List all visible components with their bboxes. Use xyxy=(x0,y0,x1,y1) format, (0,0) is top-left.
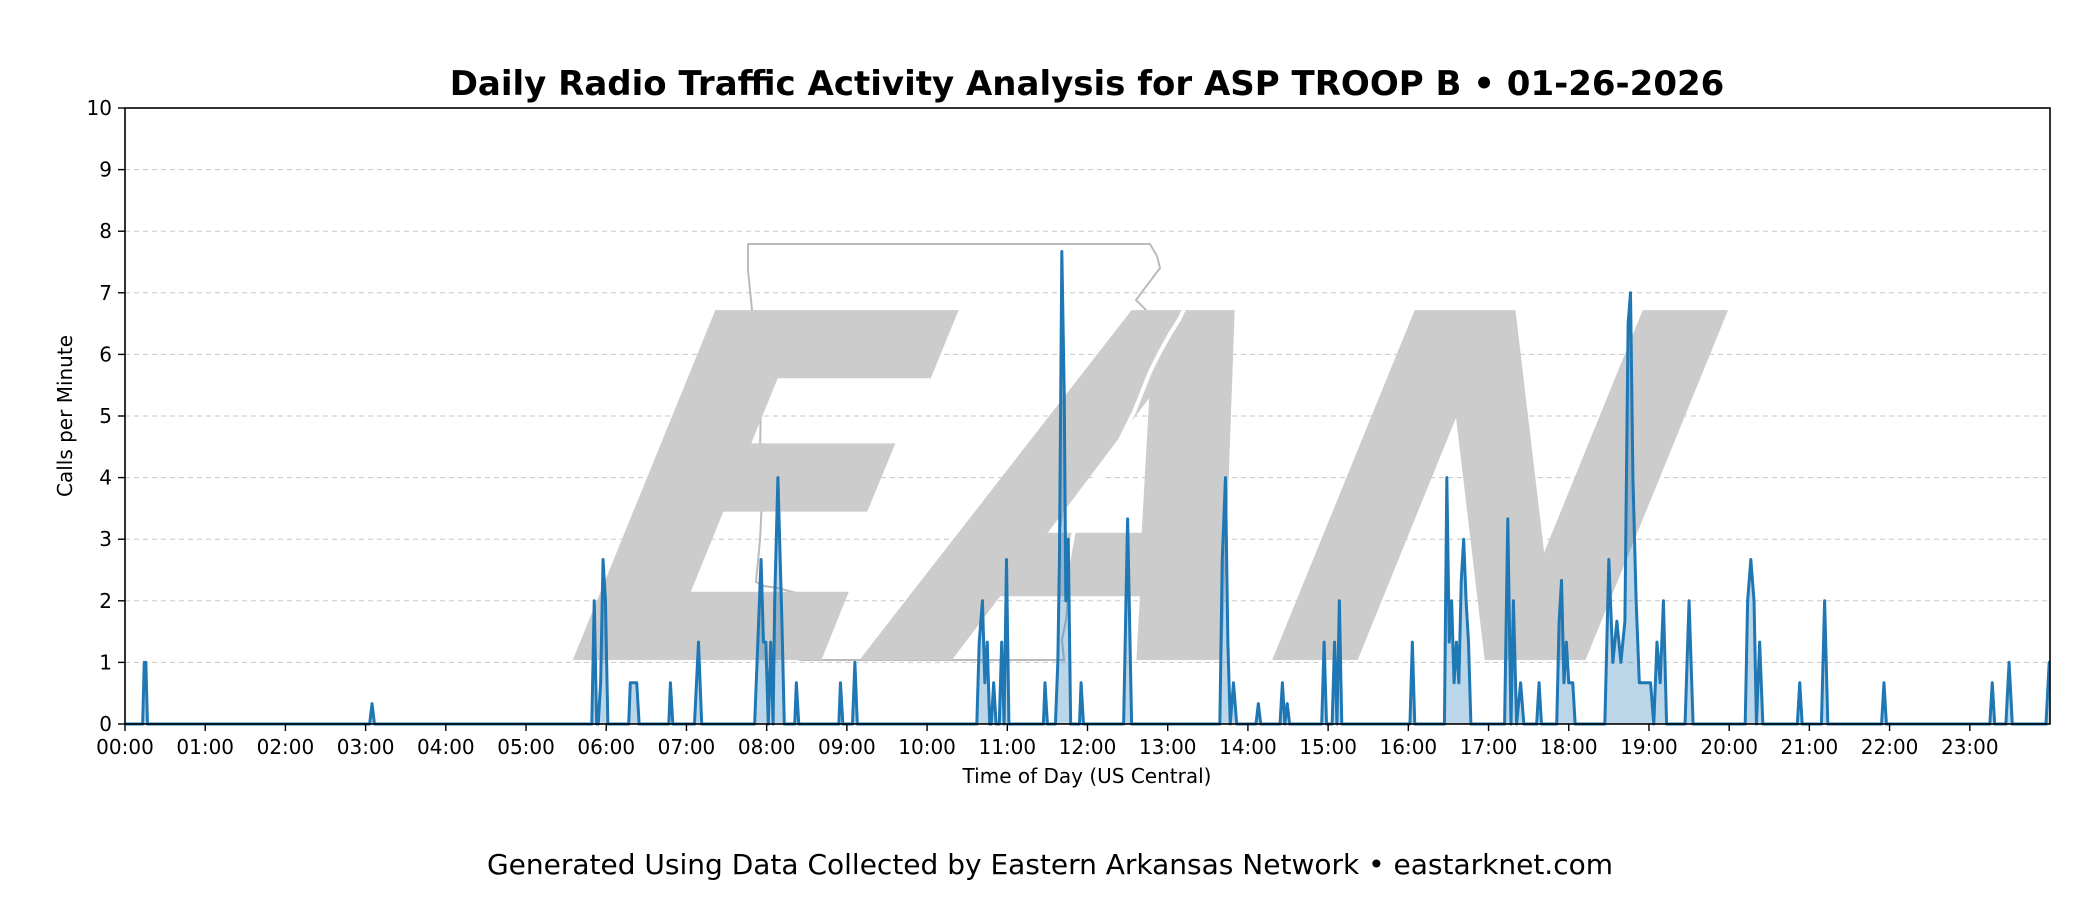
activity-series-line xyxy=(125,250,2051,726)
x-tick-label: 18:00 xyxy=(1540,735,1598,759)
x-tick-label: 11:00 xyxy=(978,735,1036,759)
gridlines xyxy=(125,169,2050,663)
x-tick-label: 23:00 xyxy=(1941,735,1999,759)
x-tick-label: 09:00 xyxy=(818,735,876,759)
y-tick-label: 3 xyxy=(99,527,112,551)
x-tick-label: 07:00 xyxy=(658,735,716,759)
x-tick-label: 22:00 xyxy=(1861,735,1919,759)
y-tick-label: 4 xyxy=(99,466,112,490)
x-tick-label: 19:00 xyxy=(1620,735,1678,759)
y-tick-label: 10 xyxy=(87,96,112,120)
x-tick-label: 03:00 xyxy=(337,735,395,759)
y-axis: 0 1 2 3 4 5 6 7 8 9 10 xyxy=(87,96,125,736)
x-tick-label: 02:00 xyxy=(257,735,315,759)
activity-line xyxy=(125,250,2051,726)
y-tick-label: 2 xyxy=(99,589,112,613)
river-watermark xyxy=(1064,299,1190,575)
x-axis: 00:00 01:00 02:00 03:00 04:00 05:00 06:00 07:00… xyxy=(96,724,1999,759)
x-tick-label: 06:00 xyxy=(577,735,635,759)
x-tick-label: 21:00 xyxy=(1781,735,1839,759)
x-tick-label: 00:00 xyxy=(96,735,154,759)
x-tick-label: 16:00 xyxy=(1380,735,1438,759)
footer-credit: Generated Using Data Collected by Easter… xyxy=(486,848,1613,881)
x-tick-label: 17:00 xyxy=(1460,735,1518,759)
watermark-text: EAN xyxy=(539,215,1759,774)
x-tick-label: 05:00 xyxy=(497,735,555,759)
x-tick-label: 14:00 xyxy=(1219,735,1277,759)
y-axis-label: Calls per Minute xyxy=(53,335,77,497)
y-tick-label: 9 xyxy=(99,158,112,182)
x-axis-label: Time of Day (US Central) xyxy=(962,764,1212,788)
x-tick-label: 04:00 xyxy=(417,735,475,759)
watermark-logo: EAN xyxy=(539,215,1759,774)
y-tick-label: 8 xyxy=(99,219,112,243)
y-tick-label: 7 xyxy=(99,281,112,305)
y-tick-label: 6 xyxy=(99,342,112,366)
x-tick-label: 15:00 xyxy=(1299,735,1357,759)
y-tick-label: 1 xyxy=(99,650,112,674)
x-tick-label: 10:00 xyxy=(898,735,956,759)
y-tick-label: 0 xyxy=(99,712,112,736)
x-tick-label: 12:00 xyxy=(1059,735,1117,759)
x-tick-label: 20:00 xyxy=(1700,735,1758,759)
x-tick-label: 01:00 xyxy=(176,735,234,759)
x-tick-label: 13:00 xyxy=(1139,735,1197,759)
y-tick-label: 5 xyxy=(99,404,112,428)
chart-title: Daily Radio Traffic Activity Analysis fo… xyxy=(450,64,1725,104)
x-tick-label: 08:00 xyxy=(738,735,796,759)
